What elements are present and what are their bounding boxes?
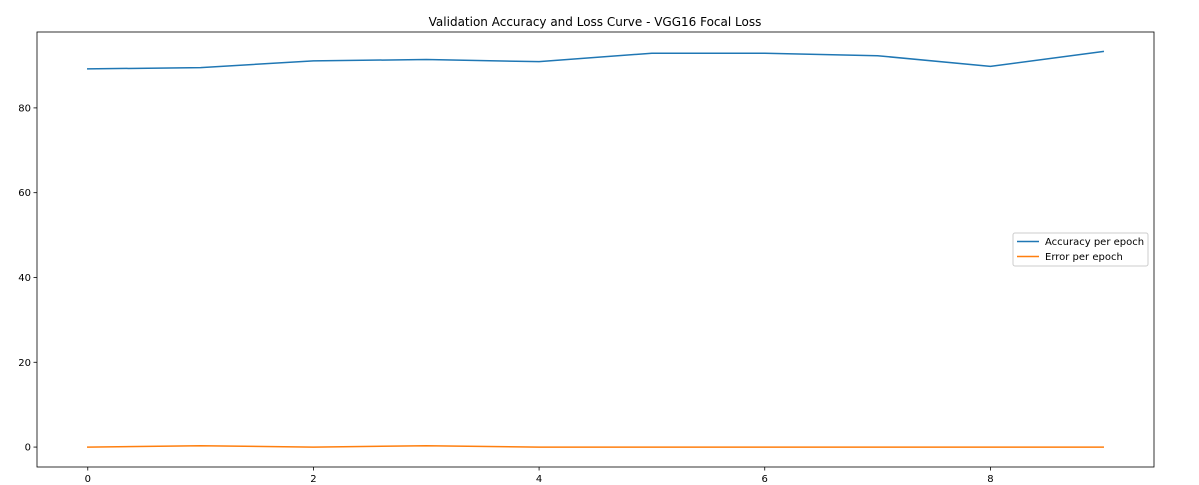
x-tick-label: 0 bbox=[85, 474, 91, 485]
legend-label-1: Error per epoch bbox=[1045, 252, 1123, 263]
y-tick-label: 20 bbox=[18, 358, 31, 369]
axes-frame bbox=[36, 31, 1155, 468]
y-tick-label: 0 bbox=[25, 443, 31, 454]
x-tick-label: 6 bbox=[762, 474, 768, 485]
y-tick-label: 80 bbox=[18, 103, 31, 114]
legend: Accuracy per epoch Error per epoch bbox=[1012, 232, 1149, 267]
y-tick-label: 60 bbox=[18, 188, 31, 199]
series-line-0 bbox=[87, 50, 1105, 70]
y-tick-label: 40 bbox=[18, 273, 31, 284]
legend-label-0: Accuracy per epoch bbox=[1045, 237, 1144, 248]
legend-box bbox=[1012, 232, 1149, 267]
x-tick-label: 8 bbox=[987, 474, 993, 485]
x-tick-label: 4 bbox=[536, 474, 542, 485]
chart-title: Validation Accuracy and Loss Curve - VGG… bbox=[429, 15, 762, 29]
x-tick-label: 2 bbox=[310, 474, 316, 485]
series-line-1 bbox=[87, 445, 1104, 448]
